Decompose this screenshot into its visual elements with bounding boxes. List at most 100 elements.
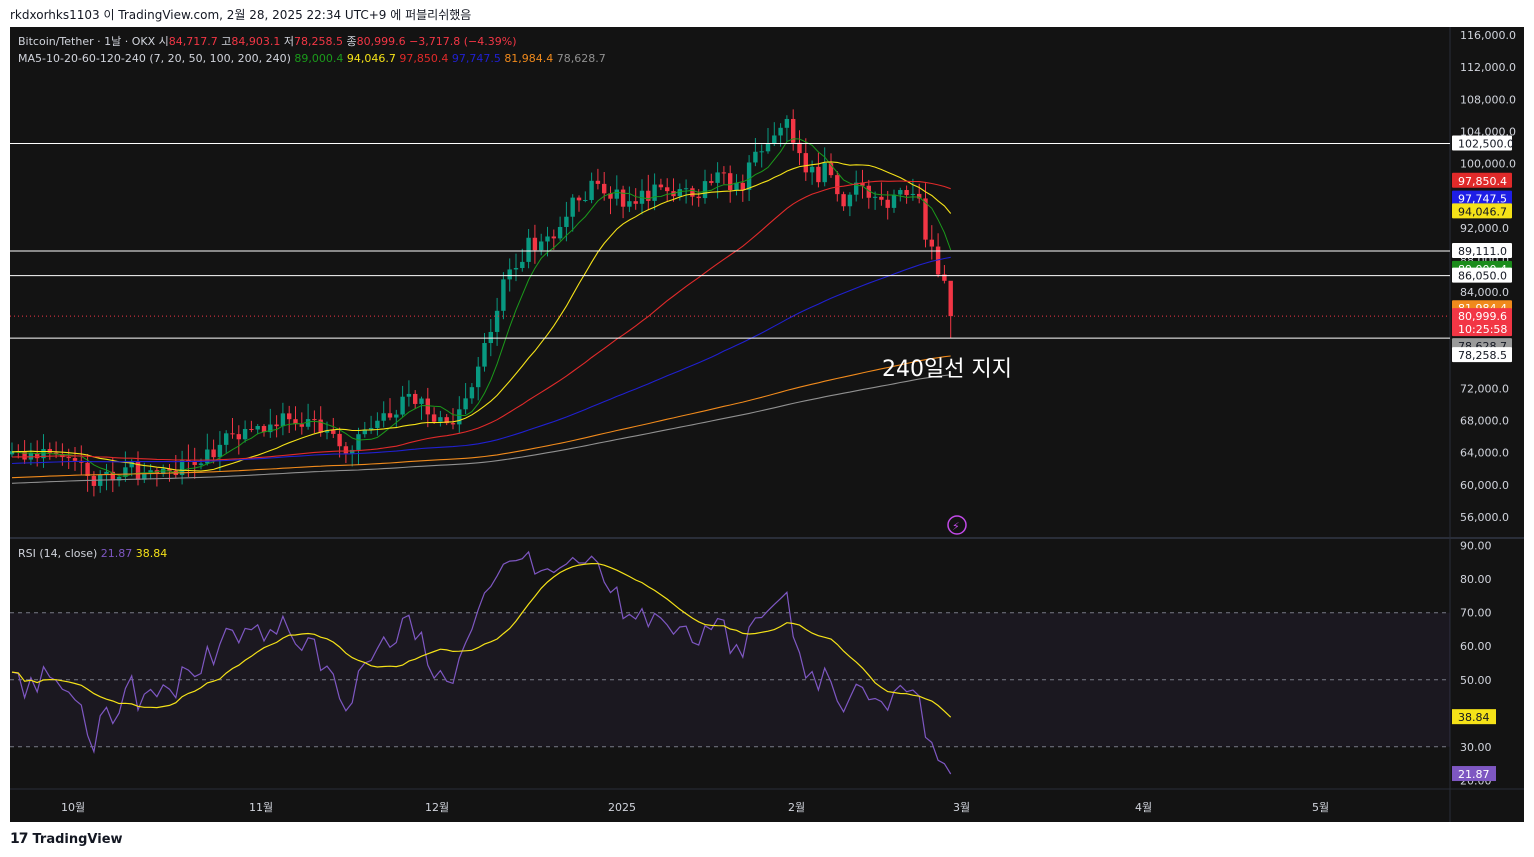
candle-body — [161, 468, 166, 475]
price-label-countdown: 10:25:58 — [1458, 323, 1507, 336]
candle-body — [734, 182, 739, 190]
candle-body — [683, 188, 689, 190]
candle-body — [331, 430, 336, 434]
ma-legend-value: 94,046.7 — [347, 52, 399, 65]
candle-body — [614, 189, 619, 199]
candle-body — [709, 181, 714, 183]
candle-body — [866, 185, 871, 198]
candle-body — [620, 189, 626, 207]
chart-canvas[interactable]: 116,000.0 112,000.0 108,000.0 104,000.0 100,… — [10, 27, 1524, 822]
candle-body — [249, 428, 254, 430]
price-label-box — [1452, 347, 1512, 363]
price-label-text: 86,050.0 — [1458, 270, 1507, 283]
candle-body — [72, 458, 78, 461]
price-label-text: 78,258.5 — [1458, 349, 1507, 362]
candle-body — [633, 201, 638, 204]
candle-body — [148, 470, 153, 473]
rsi-tick-label: 70.00 — [1460, 607, 1492, 620]
candle-body — [526, 237, 531, 262]
candle-body — [116, 476, 122, 481]
candle-body — [324, 430, 330, 433]
candle-body — [305, 419, 311, 427]
candle-body — [400, 396, 405, 415]
candle-body — [898, 190, 903, 195]
candle-body — [457, 409, 462, 425]
rsi-legend: RSI (14, close) 21.87 38.84 — [18, 547, 167, 560]
ma-legend-value: 78,628.7 — [557, 52, 606, 65]
price-label-box — [1452, 172, 1512, 188]
candle-body — [482, 343, 487, 367]
rsi-value-label-text: 38.84 — [1458, 711, 1490, 724]
candle-body — [658, 184, 664, 188]
time-axis-label: 2월 — [788, 801, 805, 814]
candle-body — [53, 452, 59, 454]
candle-body — [419, 398, 424, 404]
legend-open: 84,717.7 — [169, 35, 221, 48]
candle-body — [356, 434, 361, 450]
candle-body — [469, 387, 475, 399]
candle-body — [343, 446, 349, 454]
candle-body — [91, 475, 97, 486]
legend-close: 80,999.6 — [357, 35, 409, 48]
candle-body — [142, 472, 147, 480]
price-label-text: 94,046.7 — [1458, 205, 1507, 218]
candle-body — [501, 279, 506, 311]
candle-body — [507, 269, 512, 280]
annotation-text: 240일선 지지 — [882, 357, 1012, 382]
rsi-value-label-box — [1452, 766, 1496, 782]
ma-20-line — [11, 161, 952, 472]
ma-100-line — [11, 256, 951, 465]
candle-body — [551, 236, 556, 239]
candle-body — [268, 424, 273, 433]
chart-area[interactable]: 116,000.0 112,000.0 108,000.0 104,000.0 100,… — [10, 27, 1524, 822]
candle-body — [217, 444, 223, 458]
candle-body — [935, 246, 941, 275]
publish-header: rkdxorhks1103 이 TradingView.com, 2월 28, … — [10, 8, 472, 22]
candle-body — [192, 461, 197, 465]
candle-body — [677, 189, 682, 197]
candle-body — [205, 449, 210, 464]
ma-legend-value: 89,000.4 — [294, 52, 346, 65]
candle-body — [797, 142, 802, 154]
rsi-tick-label: 90.00 — [1460, 540, 1492, 553]
candle-body — [702, 181, 708, 199]
price-tick-label: 116,000.0 — [1460, 29, 1516, 42]
candle-body — [841, 194, 846, 207]
price-tick-label: 84,000.0 — [1460, 286, 1509, 299]
candle-body — [602, 183, 607, 194]
candle-body — [891, 194, 897, 208]
candle-body — [854, 182, 859, 195]
candle-body — [904, 190, 909, 196]
candle-body — [350, 449, 355, 454]
price-label-text: 102,500.0 — [1458, 137, 1514, 150]
candle-body — [287, 413, 292, 420]
candle-body — [872, 196, 878, 198]
ma-50-line — [11, 180, 951, 461]
candle-body — [740, 182, 745, 190]
price-tick-label: 72,000.0 — [1460, 382, 1509, 395]
time-axis-label: 12월 — [425, 801, 449, 814]
rsi-tick-label: 80.00 — [1460, 573, 1492, 586]
candle-body — [135, 461, 141, 480]
candle-body — [104, 471, 109, 475]
ma-200-line — [11, 355, 951, 479]
price-label-text: 97,850.4 — [1458, 175, 1507, 188]
candle-body — [627, 201, 632, 207]
candle-body — [236, 434, 241, 440]
ma-7-line — [11, 138, 952, 477]
ma-legend-label: MA5-10-20-60-120-240 (7, 20, 50, 100, 20… — [18, 52, 294, 65]
candle-body — [413, 393, 418, 404]
legend-open-label: 시 — [159, 35, 169, 48]
rsi-legend-value: 21.87 — [101, 547, 136, 560]
candle-body — [123, 467, 128, 477]
candle-body — [696, 196, 701, 199]
footer-brand: 17 TradingView — [10, 831, 123, 847]
legend-change: −3,717.8 (−4.39%) — [409, 35, 516, 48]
price-label-box — [1452, 242, 1512, 258]
candle-body — [822, 162, 827, 183]
rsi-tick-label: 60.00 — [1460, 640, 1492, 653]
rsi-tick-label: 50.00 — [1460, 674, 1492, 687]
candle-body — [129, 461, 134, 468]
candle-body — [791, 118, 796, 143]
candle-body — [198, 463, 204, 465]
